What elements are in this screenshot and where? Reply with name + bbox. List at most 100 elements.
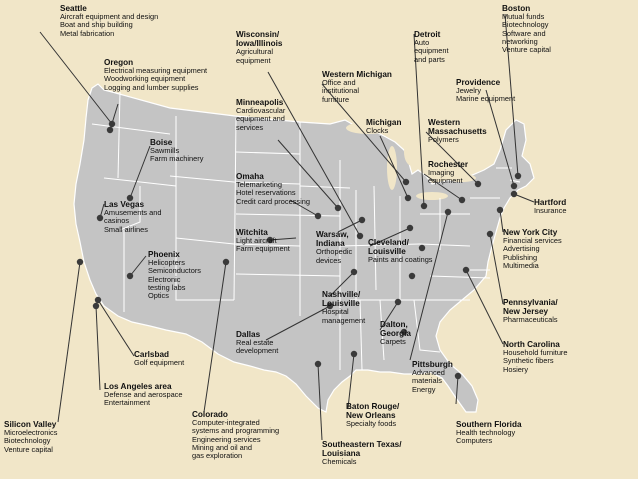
label-title: Phoenix [148, 250, 180, 259]
label-las-vegas: Las Vegas Amusements and casinos Small a… [104, 200, 162, 234]
label-line: Light aircraft [236, 236, 277, 246]
label-title: Colorado [192, 410, 228, 419]
label-title: Michigan [366, 118, 402, 127]
label-line: and parts [414, 54, 445, 64]
label-line: Energy [412, 384, 436, 394]
label-title: Dalton, Georgia [380, 320, 411, 339]
dot-dalton [394, 298, 402, 306]
dot-los-angeles [92, 302, 100, 310]
dot-cleveland [406, 224, 414, 232]
dot-michigan [404, 194, 412, 202]
label-title: Detroit [414, 30, 441, 39]
label-line: Logging and lumber supplies [104, 82, 199, 92]
label-line: Agricultural [236, 47, 273, 57]
label-line: Boat and ship building [60, 20, 133, 30]
label-line: Specialty foods [346, 419, 397, 429]
label-line: Imaging [428, 168, 455, 178]
label-line: gas exploration [192, 451, 243, 461]
label-dallas: Dallas Real estate development [236, 330, 278, 356]
label-line: equipment [236, 55, 271, 65]
label-title: Hartford [534, 198, 567, 207]
label-line: equipment and [236, 114, 285, 124]
label-title: Carlsbad [134, 350, 170, 359]
label-line: Carpets [380, 337, 406, 347]
label-line: Venture capital [502, 45, 551, 55]
dot-extra-2 [408, 272, 416, 280]
label-title: Cleveland/ Louisville [368, 238, 409, 257]
label-line: Chemicals [322, 457, 357, 467]
dot-rochester [458, 196, 466, 204]
label-los-angeles: Los Angeles area Defense and aerospace E… [104, 382, 182, 408]
label-title: Western Massachusetts [428, 118, 487, 137]
dot-nashville [350, 268, 358, 276]
label-line: Engineering services [192, 434, 261, 444]
label-title: Boise [150, 138, 173, 147]
leader-lines [39, 13, 535, 441]
label-line: Advanced [412, 368, 445, 378]
label-se-texas: Southeastern Texas/ Louisiana Chemicals [322, 440, 401, 467]
dot-western-michigan [402, 178, 410, 186]
label-line: Pharmaceuticals [503, 315, 558, 325]
label-title: Wisconsin/ Iowa/Illinois [236, 30, 283, 49]
label-line: Optics [148, 291, 169, 301]
label-line: Woodworking equipment [104, 74, 186, 84]
dot-seattle [108, 120, 116, 128]
label-wisconsin: Wisconsin/ Iowa/Illinois Agricultural eq… [236, 30, 282, 65]
label-line: Mutual funds [502, 12, 545, 22]
label-line: Golf equipment [134, 358, 185, 368]
dot-hartford [510, 190, 518, 198]
dot-warsaw [358, 216, 366, 224]
dot-dallas [326, 302, 334, 310]
label-line: Hospital [322, 307, 349, 317]
label-boston: Boston Mutual funds Biotechnology Softwa… [502, 4, 551, 55]
label-title: Rochester [428, 160, 469, 169]
label-minneapolis: Minneapolis Cardiovascular equipment and… [236, 98, 285, 132]
label-line: furniture [322, 94, 350, 104]
label-line: casinos [104, 216, 130, 226]
label-title: Los Angeles area [104, 382, 172, 391]
label-line: Helicopters [148, 258, 185, 268]
dot-pittsburgh [444, 208, 452, 216]
label-line: development [236, 346, 279, 356]
label-boise: Boise Sawmills Farm machinery [150, 138, 203, 164]
label-cleveland: Cleveland/ Louisville Paints and coating… [368, 238, 433, 265]
label-line: Health technology [456, 428, 516, 438]
label-title: Minneapolis [236, 98, 284, 107]
label-nashville: Nashville/ Louisville Hospital managemen… [322, 290, 365, 325]
state-borders [91, 91, 521, 371]
label-title: Nashville/ Louisville [322, 290, 361, 309]
label-line: systems and programming [192, 426, 280, 436]
label-hartford: Hartford Insurance [534, 198, 566, 215]
label-line: Cardiovascular [236, 106, 286, 116]
label-witchita: Witchita Light aircraft Farm equipment [236, 228, 290, 254]
label-title: North Carolina [503, 340, 560, 349]
label-line: Amusements and [104, 208, 162, 218]
label-title: Southern Florida [456, 420, 522, 429]
label-line: Electrical measuring equipment [104, 66, 208, 76]
dot-carlsbad [94, 296, 102, 304]
label-line: institutional [322, 86, 359, 96]
dot-phoenix [126, 272, 134, 280]
dot-omaha [314, 212, 322, 220]
label-line: Orthopedic [316, 247, 353, 257]
dot-pennsylvania [486, 230, 494, 238]
lake-erie [416, 192, 448, 200]
label-line: Farm machinery [150, 154, 204, 164]
label-line: Software and [502, 28, 546, 38]
lake-huron [404, 138, 420, 166]
label-phoenix: Phoenix Helicopters Semiconductors Elect… [148, 250, 201, 301]
dot-colorado [222, 258, 230, 266]
label-line: Entertainment [104, 398, 151, 408]
label-line: Sawmills [150, 146, 180, 156]
label-line: Defense and aerospace [104, 390, 183, 400]
label-colorado: Colorado Computer-integrated systems and… [192, 410, 279, 461]
label-line: Real estate [236, 338, 274, 348]
label-new-york: New York City Financial services Adverti… [503, 228, 562, 270]
label-line: Marine equipment [456, 94, 516, 104]
label-line: Household furniture [503, 348, 568, 358]
label-line: equipment [414, 46, 449, 56]
dot-oregon [106, 126, 114, 134]
label-line: Insurance [534, 206, 567, 216]
label-dalton: Dalton, Georgia Carpets [380, 320, 411, 347]
